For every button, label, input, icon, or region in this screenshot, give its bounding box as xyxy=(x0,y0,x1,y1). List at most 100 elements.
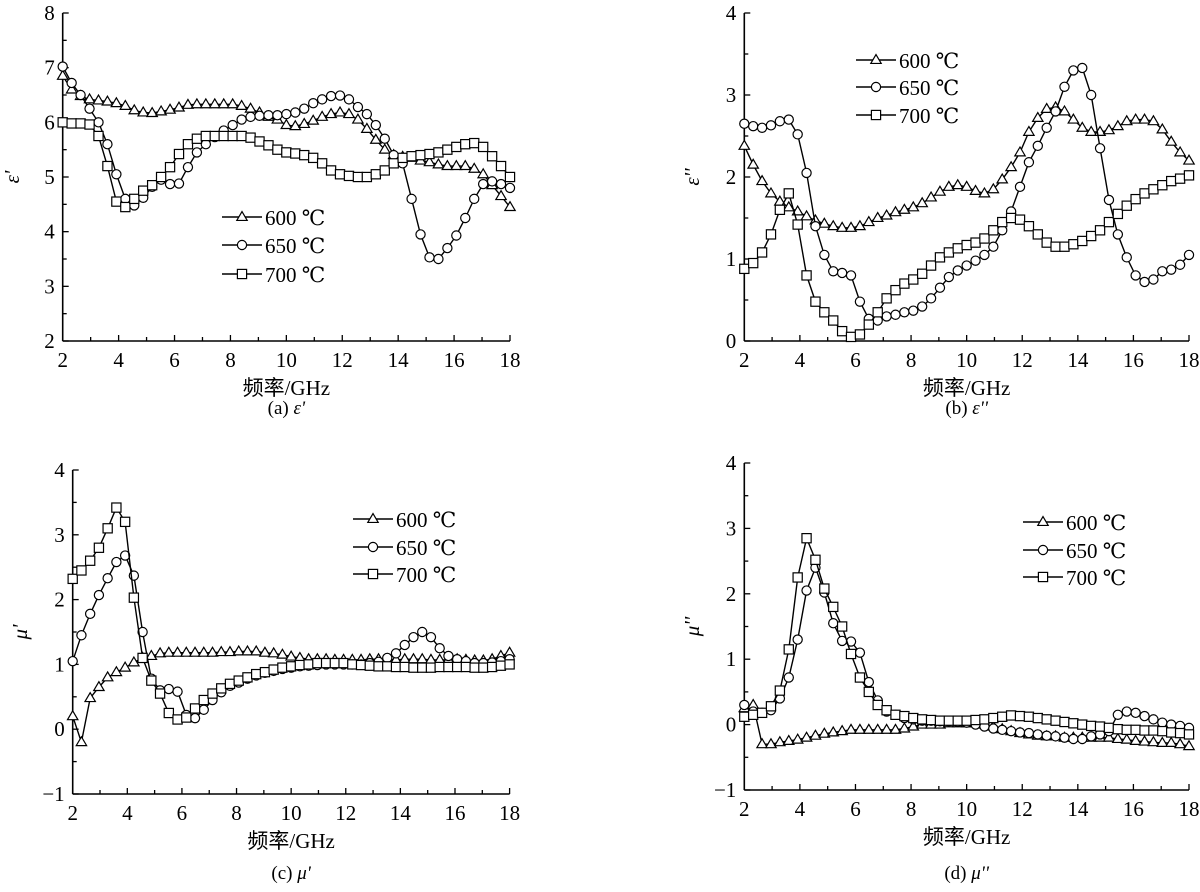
data-point xyxy=(378,143,392,154)
x-tick-label: 6 xyxy=(850,797,861,821)
legend-entry: 650 ℃ xyxy=(353,536,456,560)
data-point xyxy=(862,723,876,734)
x-tick-label: 16 xyxy=(444,801,465,825)
data-point xyxy=(189,703,201,714)
legend-entry: 600 ℃ xyxy=(353,508,456,532)
legend-label: 700 ℃ xyxy=(265,263,325,287)
data-point xyxy=(102,573,113,584)
legend-label: 650 ℃ xyxy=(265,234,325,258)
data-point xyxy=(129,193,140,205)
data-point xyxy=(1041,122,1052,134)
data-point xyxy=(242,672,253,683)
data-point xyxy=(163,103,177,114)
data-point xyxy=(294,659,306,671)
data-point xyxy=(120,201,131,213)
data-point xyxy=(276,648,289,659)
data-point xyxy=(978,186,991,198)
x-tick-label: 12 xyxy=(1012,348,1033,372)
data-point xyxy=(355,659,367,671)
data-point xyxy=(1156,122,1169,134)
data-point xyxy=(399,661,410,673)
data-point xyxy=(189,712,201,724)
data-point xyxy=(1094,225,1106,236)
data-point xyxy=(916,268,928,279)
data-point xyxy=(765,229,777,240)
data-point xyxy=(836,267,848,279)
data-point xyxy=(128,592,140,603)
data-point xyxy=(102,523,113,534)
data-point xyxy=(844,221,858,232)
data-point xyxy=(1085,230,1097,242)
data-point xyxy=(56,69,69,80)
legend-entry: 700 ℃ xyxy=(222,263,325,287)
data-point xyxy=(1094,721,1106,732)
data-point xyxy=(1174,259,1186,270)
data-point xyxy=(137,626,148,638)
data-point xyxy=(773,735,787,747)
data-point xyxy=(111,169,122,180)
data-point xyxy=(197,646,211,657)
data-point xyxy=(84,608,96,620)
data-point xyxy=(961,715,972,726)
data-point xyxy=(268,664,279,675)
y-tick-label: −1 xyxy=(714,778,736,802)
data-point xyxy=(442,144,453,155)
data-point xyxy=(961,260,972,271)
data-point xyxy=(173,178,185,189)
data-point xyxy=(198,704,209,715)
data-point xyxy=(819,249,830,261)
data-point xyxy=(943,271,955,283)
data-point xyxy=(907,719,920,731)
data-point xyxy=(254,136,265,147)
x-tick-label: 10 xyxy=(956,797,977,821)
data-point xyxy=(916,714,928,725)
data-point xyxy=(390,661,402,673)
data-point xyxy=(415,149,426,161)
data-point xyxy=(190,97,204,109)
data-point xyxy=(467,162,481,173)
data-point xyxy=(459,159,472,171)
data-point xyxy=(890,309,901,320)
data-point xyxy=(424,252,435,263)
data-point xyxy=(1139,710,1150,722)
data-point xyxy=(792,129,803,140)
data-point xyxy=(373,661,384,672)
data-point xyxy=(181,98,195,109)
data-point xyxy=(835,221,849,232)
data-point xyxy=(208,97,222,109)
data-point xyxy=(397,152,408,164)
data-point xyxy=(67,655,78,667)
data-point xyxy=(1050,731,1061,742)
data-point xyxy=(898,721,911,733)
data-point xyxy=(1014,710,1026,722)
data-point xyxy=(469,662,480,673)
data-point xyxy=(83,92,96,104)
data-point xyxy=(791,204,804,216)
panel-caption: (d) μ'' xyxy=(944,863,990,884)
data-point xyxy=(1120,733,1133,744)
data-point xyxy=(145,649,158,661)
data-point xyxy=(250,668,262,680)
data-point xyxy=(1174,727,1186,739)
data-point xyxy=(1147,114,1160,126)
legend-entry: 650 ℃ xyxy=(856,76,959,100)
y-tick-label: 2 xyxy=(54,588,65,612)
data-point xyxy=(235,99,248,110)
data-point xyxy=(1103,194,1115,206)
data-point xyxy=(979,714,990,725)
data-point xyxy=(333,105,347,117)
y-tick-label: 3 xyxy=(726,83,737,107)
data-point xyxy=(486,176,498,187)
data-point xyxy=(765,120,777,131)
data-point xyxy=(477,141,489,153)
data-point xyxy=(943,247,955,258)
data-point xyxy=(415,229,426,240)
data-point xyxy=(1059,81,1070,93)
data-point xyxy=(934,715,946,726)
data-point xyxy=(1059,716,1070,728)
data-point xyxy=(1031,111,1045,123)
series-square xyxy=(739,170,1195,343)
data-point xyxy=(434,661,445,673)
